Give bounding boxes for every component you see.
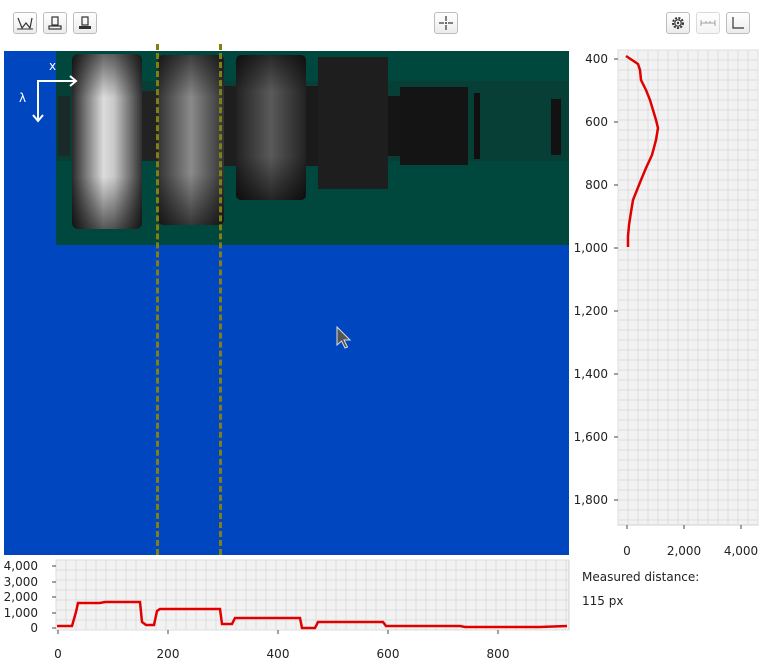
right-profile-y-tick-label: 1,800 (574, 493, 608, 507)
axes-toggle-button[interactable] (726, 12, 750, 34)
bottom-profile-y-tick-label: 0 (30, 621, 38, 635)
axes-icon (732, 17, 744, 29)
bottom-profile-y-tick-label: 1,000 (4, 606, 38, 620)
horizontal-profile-background (55, 559, 570, 631)
crosshair-icon (439, 16, 453, 30)
bottom-profile-y-tick-label: 4,000 (4, 559, 38, 573)
gear-icon (672, 17, 684, 29)
device-view-filled-button[interactable] (73, 12, 97, 34)
measured-distance-label: Measured distance: (582, 570, 700, 584)
right-profile-y-tick-label: 1,400 (574, 367, 608, 381)
vertical-profile-line (625, 54, 660, 247)
device-view-button[interactable] (43, 12, 67, 34)
cursor-line-right[interactable] (219, 44, 222, 555)
measure-distance-button[interactable] (696, 12, 720, 34)
right-profile-y-tick-label: 400 (585, 52, 608, 66)
ruler-icon (700, 20, 716, 26)
vertical-profile-background (617, 49, 759, 526)
horizontal-profile-line (57, 600, 568, 630)
mouse-pointer-icon (336, 326, 352, 349)
right-profile-x-tick-label: 2,000 (667, 544, 701, 558)
settings-button[interactable] (666, 12, 690, 34)
bottom-profile-x-tick-label: 400 (267, 647, 290, 661)
cursor-line-left[interactable] (156, 44, 159, 555)
spectral-scan-button[interactable] (13, 12, 37, 34)
axis-lambda-label: λ (19, 91, 27, 105)
bottom-profile-x-tick-label: 0 (54, 647, 62, 661)
bottom-profile-x-tick-label: 800 (487, 647, 510, 661)
bottom-profile-x-tick-label: 600 (377, 647, 400, 661)
device-icon (48, 16, 62, 30)
bottom-profile-y-tick-label: 2,000 (4, 590, 38, 604)
right-profile-y-tick-label: 1,600 (574, 430, 608, 444)
spectral-image (56, 51, 569, 245)
device-filled-icon (79, 16, 91, 29)
right-profile-x-tick-label: 4,000 (724, 544, 758, 558)
right-profile-y-tick-label: 1,000 (574, 241, 608, 255)
right-profile-y-tick-label: 800 (585, 178, 608, 192)
measured-distance-value: 115 px (582, 594, 624, 608)
axis-indicator (32, 75, 78, 123)
axis-x-label: x (49, 59, 57, 73)
spectral-image-view[interactable]: x λ (4, 51, 569, 555)
bottom-profile-y-tick-label: 3,000 (4, 575, 38, 589)
right-profile-y-tick-label: 600 (585, 115, 608, 129)
right-profile-x-tick-label: 0 (623, 544, 631, 558)
right-profile-y-tick-label: 1,200 (574, 304, 608, 318)
crosshair-button[interactable] (434, 12, 458, 34)
bottom-profile-x-tick-label: 200 (157, 647, 180, 661)
spectrum-icon (17, 17, 33, 30)
